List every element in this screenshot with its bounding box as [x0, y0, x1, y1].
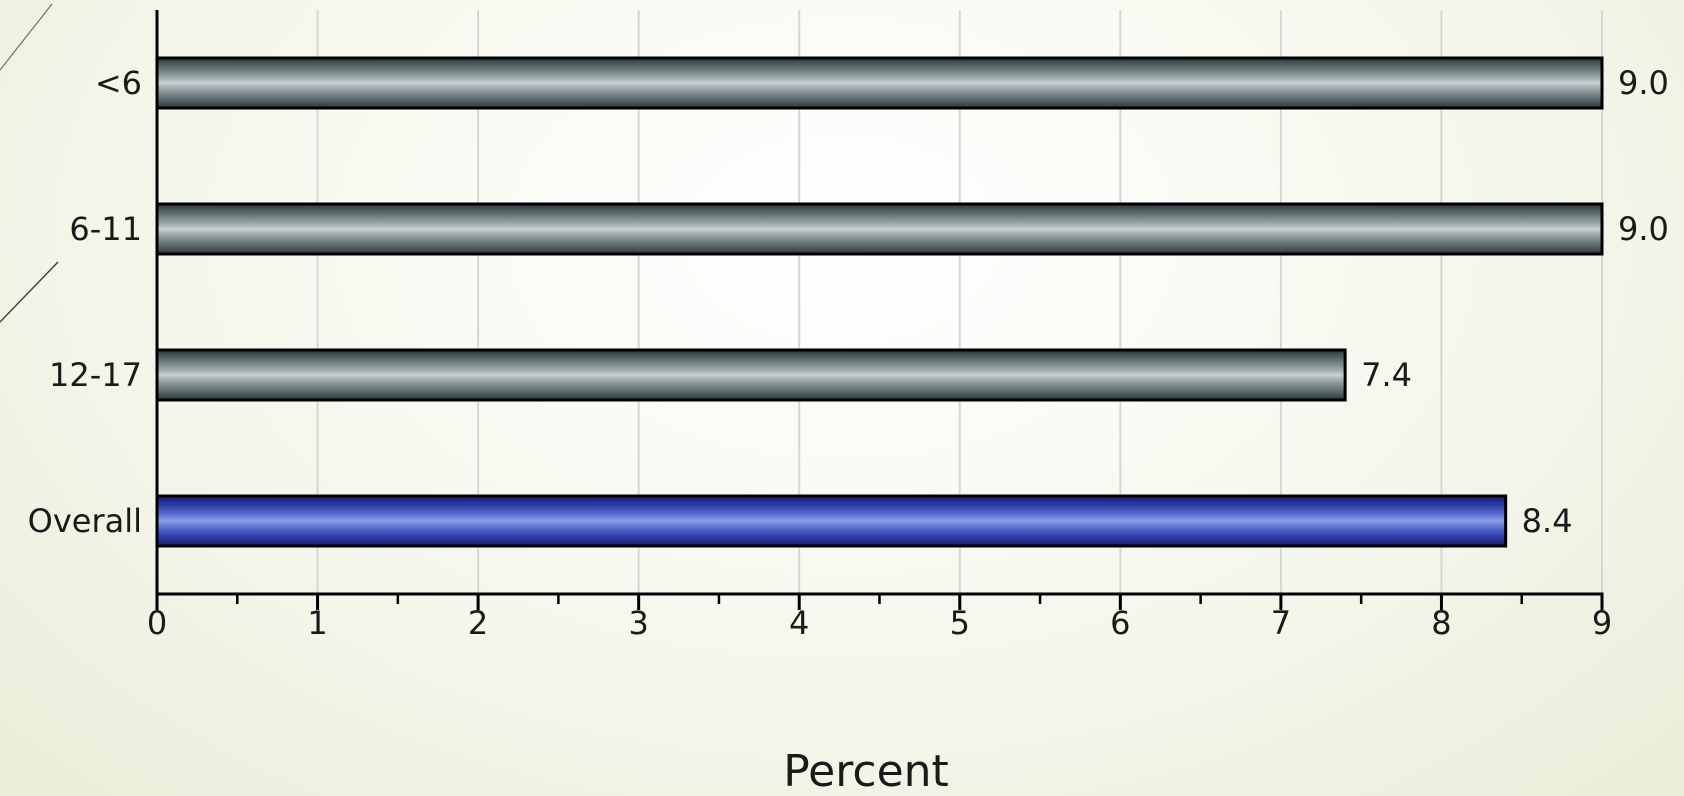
bar: [155, 56, 1604, 110]
x-tick-label: 3: [628, 604, 648, 642]
x-axis-title: Percent: [783, 746, 949, 796]
x-tick-label: 2: [468, 604, 488, 642]
bar: [155, 202, 1604, 256]
axes: [155, 10, 1604, 610]
x-tick-label: 1: [307, 604, 327, 642]
x-tick-label: 5: [950, 604, 970, 642]
decor-line-mid: [0, 261, 59, 323]
y-category-label: <6: [95, 64, 142, 102]
x-tick-label: 4: [789, 604, 809, 642]
y-category-label: Overall: [28, 502, 142, 540]
bar: [155, 348, 1347, 402]
bar-value-label: 9.0: [1618, 210, 1669, 248]
y-category-label: 12-17: [49, 356, 142, 394]
bar-overall: [155, 494, 1508, 548]
y-category-label: 6-11: [69, 210, 142, 248]
decor-line-top: [0, 3, 53, 71]
bar-value-label: 9.0: [1618, 64, 1669, 102]
x-tick-label: 7: [1271, 604, 1291, 642]
x-tick-label: 8: [1431, 604, 1451, 642]
bar-value-label: 8.4: [1522, 502, 1573, 540]
bars: [155, 56, 1604, 548]
x-tick-label: 0: [147, 604, 167, 642]
bar-value-label: 7.4: [1361, 356, 1412, 394]
x-tick-label: 9: [1592, 604, 1612, 642]
labels: 0 1 2 3 4 5 6 7 8 9 <6 9.0 6-11 9.0 12-17 7.4 Overall 8.4: [28, 64, 1669, 642]
x-tick-label: 6: [1110, 604, 1130, 642]
